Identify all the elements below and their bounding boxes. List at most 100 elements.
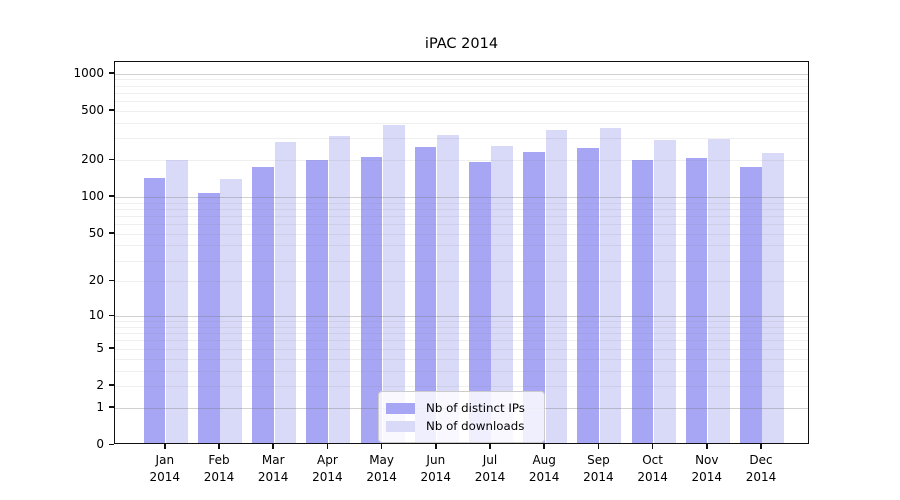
y-tick-mark (109, 109, 114, 111)
bar-distinct-ips (523, 152, 545, 443)
bar-distinct-ips (468, 162, 491, 443)
gridline-minor (115, 326, 808, 328)
y-tick-label: 50 (88, 225, 104, 240)
bar-distinct-ips (143, 177, 166, 443)
legend-swatch-downloads (386, 420, 415, 432)
gridline-major (115, 197, 808, 198)
gridline-minor (115, 370, 808, 372)
y-tick-mark (109, 314, 114, 317)
x-tick-label: Aug 2014 (528, 453, 560, 484)
gridline-minor (115, 358, 808, 360)
gridline-minor (115, 260, 808, 262)
x-tick-label: Sep 2014 (583, 453, 614, 484)
gridline-minor (115, 85, 808, 87)
gridline-minor (115, 92, 808, 94)
x-tick-label: Apr 2014 (312, 453, 343, 484)
gridline-minor (115, 281, 808, 283)
x-tick-mark (597, 444, 600, 449)
x-tick-label: Nov 2014 (691, 453, 723, 484)
gridline-minor (115, 321, 808, 323)
bar-distinct-ips (631, 159, 654, 443)
bar-downloads (437, 134, 459, 443)
legend-item: Nb of downloads (386, 418, 536, 434)
gridline-major (115, 73, 808, 75)
gridline-minor (115, 333, 808, 335)
gridline-minor (115, 348, 808, 350)
x-tick-mark (543, 444, 545, 449)
gridline-minor (115, 233, 808, 235)
bar-distinct-ips (306, 159, 328, 443)
bar-distinct-ips (360, 156, 383, 443)
gridline-minor (115, 224, 808, 226)
gridline-minor (115, 160, 808, 161)
gridline-minor (115, 122, 808, 124)
y-tick-label: 1 (96, 399, 104, 414)
y-tick-label: 0 (96, 437, 104, 451)
y-tick-mark (109, 384, 114, 386)
x-tick-mark (218, 444, 220, 449)
plot-area (114, 61, 809, 444)
x-tick-label: Oct 2014 (637, 453, 668, 484)
legend-label: Nb of distinct IPs (426, 401, 525, 415)
plot-inner (115, 62, 808, 443)
bar-downloads (166, 159, 188, 443)
chart-title: iPAC 2014 (424, 36, 499, 52)
gridline-minor (115, 208, 808, 210)
legend-label: Nb of downloads (426, 419, 525, 433)
y-tick-mark (109, 158, 114, 160)
legend-item: Nb of distinct IPs (386, 400, 536, 416)
y-tick-label: 2 (96, 377, 104, 392)
x-tick-mark (435, 444, 437, 449)
bar-distinct-ips (414, 147, 437, 443)
x-tick-mark (380, 444, 383, 449)
gridline-minor (115, 79, 808, 81)
bar-downloads (708, 138, 730, 443)
bar-downloads (545, 130, 568, 443)
bar-downloads (599, 127, 622, 443)
y-tick-label: 20 (88, 273, 104, 288)
y-tick-mark (109, 195, 114, 197)
y-tick-mark (109, 406, 114, 408)
gridline-minor (115, 386, 808, 387)
bar-distinct-ips (252, 166, 274, 443)
y-tick-mark (109, 347, 114, 349)
x-tick-mark (164, 444, 166, 449)
y-tick-label: 500 (81, 102, 104, 117)
gridline-minor (115, 215, 808, 217)
x-tick-mark (760, 444, 762, 449)
x-tick-label: Jun 2014 (420, 453, 452, 484)
y-tick-label: 1000 (73, 65, 104, 80)
y-tick-label: 200 (81, 152, 104, 166)
bar-distinct-ips (577, 148, 599, 443)
bar-downloads (274, 142, 297, 443)
y-tick-mark (109, 443, 114, 445)
y-tick-label: 100 (81, 188, 104, 203)
bar-downloads (762, 153, 785, 443)
y-tick-label: 10 (88, 308, 104, 323)
x-tick-label: Dec 2014 (745, 453, 777, 484)
x-tick-label: Jan 2014 (149, 453, 181, 484)
x-tick-mark (489, 444, 491, 449)
bar-downloads (491, 146, 514, 443)
y-tick-mark (109, 279, 114, 282)
x-tick-mark (651, 444, 654, 449)
y-tick-mark (109, 232, 114, 234)
x-tick-label: May 2014 (366, 453, 397, 484)
gridline-minor (115, 101, 808, 103)
y-tick-mark (109, 72, 114, 74)
bar-distinct-ips (685, 158, 708, 443)
x-tick-mark (706, 444, 708, 449)
gridline-minor (115, 202, 808, 204)
bar-downloads (383, 125, 405, 443)
bar-distinct-ips (739, 167, 762, 443)
legend-swatch-distinct-ips (386, 402, 415, 414)
gridline-minor (115, 245, 808, 247)
x-tick-mark (326, 444, 329, 449)
x-tick-label: Feb 2014 (203, 453, 235, 484)
bar-downloads (654, 140, 676, 443)
bar-distinct-ips (197, 192, 220, 443)
x-tick-label: Mar 2014 (257, 453, 289, 484)
x-tick-label: Jul 2014 (474, 453, 506, 484)
bar-downloads (328, 136, 351, 443)
